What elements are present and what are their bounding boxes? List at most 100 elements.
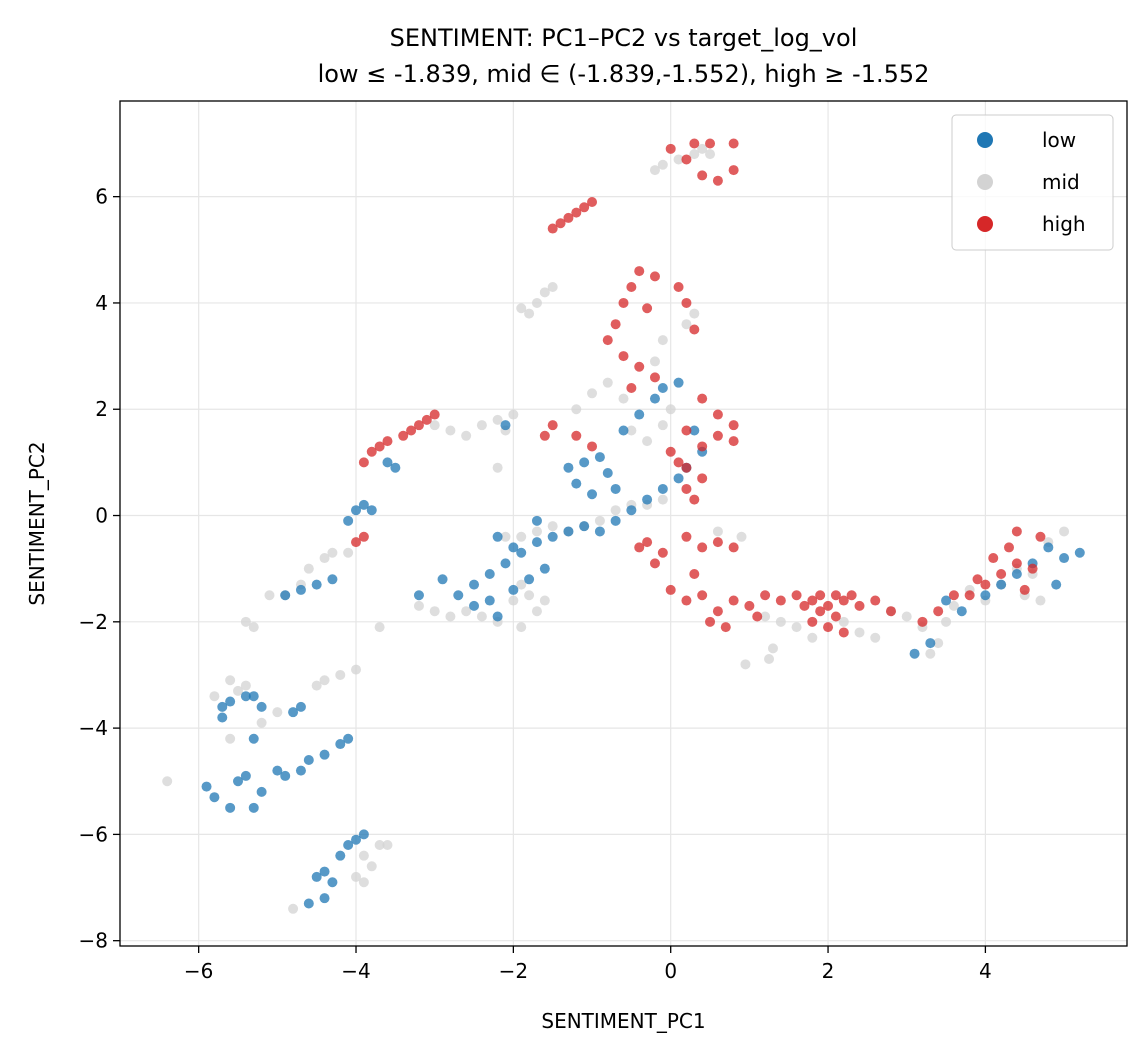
point-mid	[760, 611, 771, 622]
point-mid	[319, 675, 330, 686]
point-low	[295, 765, 306, 776]
y-axis-label: SENTIMENT_PC2	[25, 441, 49, 605]
point-mid	[838, 616, 849, 627]
point-low	[508, 542, 519, 553]
point-high	[760, 590, 771, 601]
y-tick-label: 0	[95, 504, 108, 528]
point-low	[225, 696, 236, 707]
point-mid	[358, 877, 369, 888]
point-low	[539, 563, 550, 574]
point-high	[634, 542, 645, 553]
point-mid	[948, 600, 959, 611]
point-mid	[547, 521, 558, 532]
point-high	[421, 414, 432, 425]
point-low	[1059, 553, 1070, 564]
point-low	[272, 765, 283, 776]
point-high	[665, 446, 676, 457]
point-low	[649, 393, 660, 404]
point-mid	[705, 149, 716, 160]
point-mid	[162, 776, 173, 787]
point-mid	[327, 547, 338, 558]
y-tick-label: −2	[79, 610, 108, 634]
point-low	[618, 425, 629, 436]
point-high	[870, 595, 881, 606]
legend-label-high: high	[1042, 212, 1086, 236]
point-mid	[807, 632, 818, 643]
point-high	[705, 138, 716, 149]
point-low	[248, 802, 259, 813]
point-high	[697, 473, 708, 484]
point-low	[1074, 547, 1085, 558]
point-low	[335, 739, 346, 750]
point-low	[579, 457, 590, 468]
y-tick-label: −4	[79, 716, 108, 740]
point-low	[319, 749, 330, 760]
point-mid	[602, 377, 613, 388]
point-mid	[461, 606, 472, 617]
point-high	[1011, 526, 1022, 537]
point-high	[885, 606, 896, 617]
point-low	[516, 547, 527, 558]
point-low	[547, 531, 558, 542]
y-tick-label: −6	[79, 822, 108, 846]
point-mid	[429, 606, 440, 617]
point-mid	[870, 632, 881, 643]
point-low	[925, 638, 936, 649]
point-high	[681, 595, 692, 606]
point-low	[469, 579, 480, 590]
point-high	[697, 393, 708, 404]
point-high	[673, 457, 684, 468]
point-high	[728, 595, 739, 606]
point-high	[681, 425, 692, 436]
point-low	[311, 871, 322, 882]
x-axis-label: SENTIMENT_PC1	[541, 1009, 705, 1033]
point-low	[673, 473, 684, 484]
point-mid	[476, 611, 487, 622]
point-low	[288, 707, 299, 718]
point-low	[303, 898, 314, 909]
point-high	[642, 303, 653, 314]
point-high	[382, 436, 393, 447]
point-high	[846, 590, 857, 601]
point-mid	[508, 409, 519, 420]
chart-subtitle: low ≤ -1.839, mid ∈ (-1.839,-1.552), hig…	[318, 60, 930, 88]
point-mid	[933, 638, 944, 649]
point-low	[941, 595, 952, 606]
point-low	[484, 568, 495, 579]
point-high	[728, 138, 739, 149]
legend-box	[951, 114, 1114, 251]
point-mid	[240, 616, 251, 627]
point-high	[358, 457, 369, 468]
point-mid	[712, 526, 723, 537]
point-mid	[358, 850, 369, 861]
point-high	[634, 361, 645, 372]
point-low	[1011, 568, 1022, 579]
point-mid	[925, 648, 936, 659]
point-high	[618, 297, 629, 308]
point-low	[303, 754, 314, 765]
point-high	[775, 595, 786, 606]
point-low	[295, 584, 306, 595]
point-low	[508, 584, 519, 595]
point-low	[217, 701, 228, 712]
point-low	[610, 515, 621, 526]
point-high	[429, 409, 440, 420]
point-mid	[476, 420, 487, 431]
x-tick-label: −4	[341, 959, 370, 983]
point-high	[712, 175, 723, 186]
point-low	[602, 468, 613, 479]
point-low	[413, 590, 424, 601]
point-mid	[539, 287, 550, 298]
point-high	[815, 606, 826, 617]
point-high	[830, 590, 841, 601]
point-mid	[516, 579, 527, 590]
point-low	[358, 829, 369, 840]
point-high	[712, 430, 723, 441]
point-high	[697, 542, 708, 553]
point-mid	[516, 303, 527, 314]
point-mid	[941, 616, 952, 627]
point-mid	[594, 515, 605, 526]
chart-title: SENTIMENT: PC1–PC2 vs target_log_vol	[390, 24, 858, 52]
point-mid	[901, 611, 912, 622]
x-tick-label: 4	[979, 959, 992, 983]
